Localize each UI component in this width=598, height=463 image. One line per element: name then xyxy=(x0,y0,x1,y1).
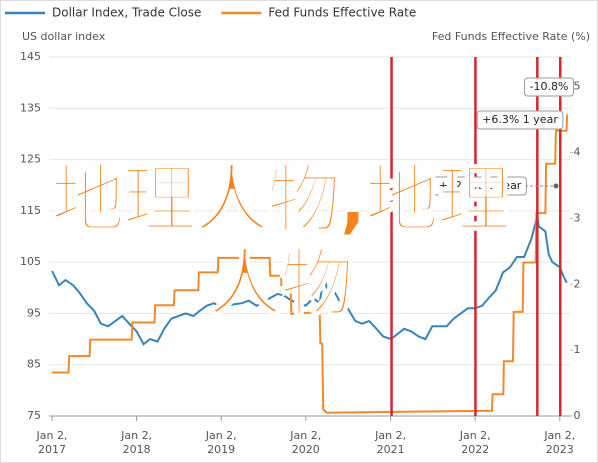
y2-axis-title: Fed Funds Effective Rate (%) xyxy=(432,30,590,43)
y2-tick-label: 2 xyxy=(574,277,581,290)
x-tick-label: Jan 2, 2022 xyxy=(459,429,491,456)
y-tick-label: 145 xyxy=(20,50,41,63)
x-tick-label: Jan 2, 2021 xyxy=(375,429,407,456)
annotation-dot xyxy=(553,183,559,189)
x-tick-label: Jan 2, 2017 xyxy=(36,429,68,456)
y2-tick-label: 5 xyxy=(574,80,581,93)
legend-label: Dollar Index, Trade Close xyxy=(52,6,201,20)
annotation-box xyxy=(433,176,527,196)
annotation-text: +12.5% 1 year xyxy=(439,179,522,192)
x-tick-label: Jan 2, 2019 xyxy=(205,429,237,456)
y-axis-title: US dollar index xyxy=(22,30,106,43)
overlay-text: 地理人物,地理人物 xyxy=(50,157,512,327)
y2-tick-label: 3 xyxy=(574,211,581,224)
annotation: +6.3% 1 year xyxy=(476,110,564,130)
annotation: -10.8% xyxy=(524,77,574,97)
annotation: +12.5% 1 year xyxy=(433,176,559,196)
x-tick-label: Jan 2, 2020 xyxy=(290,429,322,456)
annotation-box xyxy=(524,77,574,97)
y-tick-label: 75 xyxy=(27,409,41,422)
y2-tick-label: 0 xyxy=(574,409,581,422)
series-line xyxy=(52,114,569,414)
y-tick-label: 85 xyxy=(27,358,41,371)
y2-tick-label: 4 xyxy=(574,146,581,159)
y-tick-label: 115 xyxy=(20,204,41,217)
series-line xyxy=(51,215,568,346)
annotation-text: +6.3% 1 year xyxy=(482,113,558,126)
x-tick-label: Jan 2, 2023 xyxy=(544,429,576,456)
y-tick-label: 135 xyxy=(20,101,41,114)
annotation-box xyxy=(476,110,564,130)
x-tick-label: Jan 2, 2018 xyxy=(121,429,153,456)
annotation-text: -10.8% xyxy=(530,80,569,93)
y-tick-label: 95 xyxy=(27,306,41,319)
y2-tick-label: 1 xyxy=(574,343,581,356)
y-tick-label: 105 xyxy=(20,255,41,268)
legend-label: Fed Funds Effective Rate xyxy=(268,6,416,20)
y-tick-label: 125 xyxy=(20,153,41,166)
